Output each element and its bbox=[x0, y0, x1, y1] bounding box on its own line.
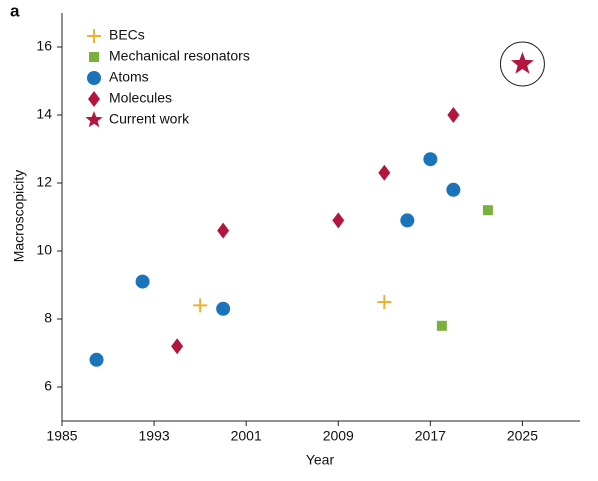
marker-star bbox=[511, 52, 534, 74]
marker-diamond bbox=[88, 91, 100, 107]
marker-square bbox=[482, 205, 493, 216]
x-tick-label: 2025 bbox=[507, 428, 538, 444]
legend-label: Current work bbox=[109, 111, 190, 127]
marker-circle bbox=[87, 71, 101, 85]
marker-plus bbox=[87, 29, 101, 43]
y-tick-label: 6 bbox=[44, 378, 52, 394]
x-tick-label: 1993 bbox=[139, 428, 170, 444]
marker-plus bbox=[377, 295, 392, 309]
legend-label: Molecules bbox=[109, 90, 172, 106]
legend-label: BECs bbox=[109, 27, 145, 43]
marker-diamond bbox=[447, 107, 460, 123]
y-tick-label: 16 bbox=[36, 38, 52, 54]
x-tick-label: 2017 bbox=[415, 428, 446, 444]
marker-star bbox=[85, 111, 103, 128]
marker-diamond bbox=[217, 222, 230, 239]
y-tick-label: 12 bbox=[36, 174, 52, 190]
marker-diamond bbox=[171, 338, 184, 355]
legend-label: Atoms bbox=[109, 69, 149, 85]
panel-label: a bbox=[10, 1, 20, 20]
y-axis-title: Macroscopicity bbox=[11, 170, 27, 263]
marker-plus bbox=[193, 298, 208, 313]
y-tick-label: 14 bbox=[36, 106, 52, 122]
x-tick-label: 2009 bbox=[323, 428, 354, 444]
marker-circle bbox=[446, 182, 461, 197]
x-axis-title: Year bbox=[306, 452, 335, 468]
y-tick-label: 8 bbox=[44, 310, 52, 326]
marker-square bbox=[436, 320, 447, 331]
marker-square bbox=[89, 52, 99, 62]
marker-circle bbox=[135, 274, 150, 289]
marker-diamond bbox=[378, 164, 391, 181]
marker-diamond bbox=[332, 212, 345, 229]
legend-label: Mechanical resonators bbox=[109, 48, 250, 64]
highlight-ring bbox=[499, 41, 545, 87]
x-tick-label: 2001 bbox=[231, 428, 262, 444]
marker-circle bbox=[216, 301, 231, 316]
marker-circle bbox=[423, 152, 438, 167]
x-tick-label: 1985 bbox=[46, 428, 77, 444]
marker-circle bbox=[400, 213, 415, 228]
marker-circle bbox=[89, 352, 104, 367]
y-tick-label: 10 bbox=[36, 242, 52, 258]
